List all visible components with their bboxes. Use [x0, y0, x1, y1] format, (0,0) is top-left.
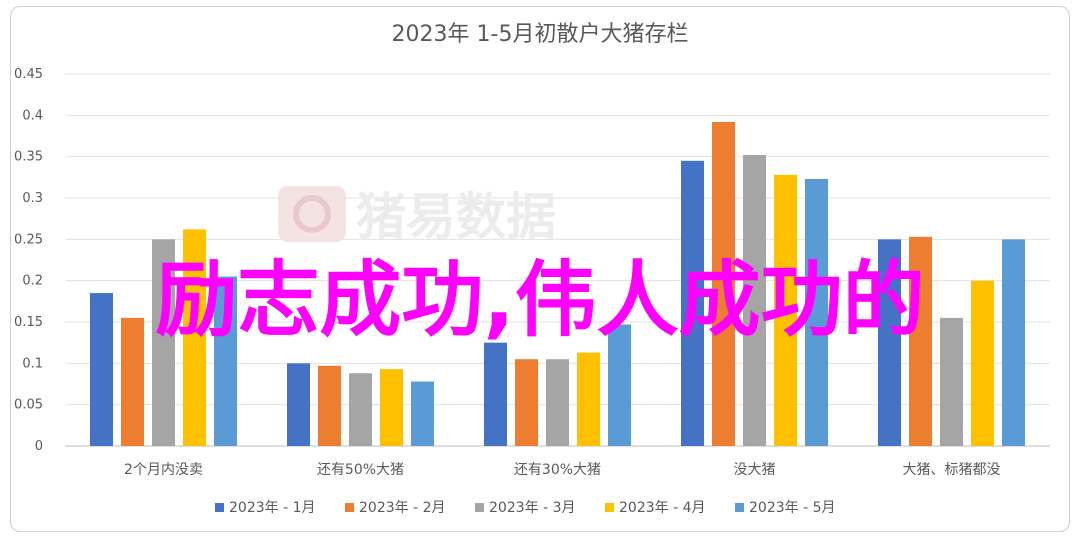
y-axis-ticks: 0 0.05 0.1 0.15 0.2 0.25 0.3 0.35 0.4 0.45 — [14, 67, 43, 454]
bars — [90, 121, 1025, 447]
y-tick-label: 0.3 — [22, 191, 43, 206]
bar — [318, 365, 341, 446]
y-tick-label: 0 — [35, 439, 43, 454]
bar — [152, 239, 175, 446]
y-tick-label: 0.1 — [22, 356, 43, 371]
legend: 2023年 - 1月 2023年 - 2月 2023年 - 3月 2023年 - 4月… — [215, 500, 836, 516]
bar — [940, 317, 963, 446]
x-category-label: 2个月内没卖 — [124, 462, 203, 478]
bar — [681, 160, 704, 447]
bar — [121, 317, 144, 446]
bar — [183, 229, 206, 446]
bar — [90, 293, 113, 446]
bar — [380, 369, 403, 446]
legend-swatch — [215, 503, 224, 512]
y-tick-label: 0.45 — [14, 67, 43, 82]
bar — [971, 280, 994, 446]
x-category-label: 大猪、标猪都没 — [903, 462, 1001, 478]
watermark-text: 猪易数据 — [356, 188, 556, 246]
x-category-label: 还有50%大猪 — [317, 462, 404, 478]
legend-swatch — [345, 503, 354, 512]
bar — [577, 352, 600, 446]
bar — [484, 342, 507, 446]
y-tick-label: 0.05 — [14, 398, 43, 413]
bar — [909, 236, 932, 446]
y-tick-label: 0.2 — [22, 274, 43, 289]
legend-label: 2023年 - 1月 — [229, 500, 316, 516]
bar — [774, 174, 797, 446]
legend-swatch — [605, 503, 614, 512]
bar — [287, 363, 310, 446]
y-tick-label: 0.15 — [14, 315, 43, 330]
watermark-logo-icon — [278, 186, 346, 242]
legend-swatch — [475, 503, 484, 512]
bar — [349, 373, 372, 446]
bar — [515, 359, 538, 446]
legend-label: 2023年 - 2月 — [359, 500, 446, 516]
bar — [878, 239, 901, 446]
legend-label: 2023年 - 5月 — [749, 500, 836, 516]
legend-label: 2023年 - 3月 — [489, 500, 576, 516]
overlay-caption: 励志成功,伟人成功的 — [155, 253, 924, 348]
legend-swatch — [735, 503, 744, 512]
bar — [805, 178, 828, 446]
bar — [411, 381, 434, 446]
y-tick-label: 0.25 — [14, 232, 43, 247]
x-axis-categories: 2个月内没卖 还有50%大猪 还有30%大猪 没大猪 大猪、标猪都没 — [124, 462, 1000, 478]
y-tick-label: 0.4 — [22, 108, 43, 123]
watermark: 猪易数据 — [278, 186, 556, 246]
bar — [743, 155, 766, 446]
x-category-label: 还有30%大猪 — [514, 462, 601, 478]
bar — [214, 276, 237, 446]
y-tick-label: 0.35 — [14, 150, 43, 165]
bar — [546, 359, 569, 446]
bar — [1002, 239, 1025, 446]
bar — [712, 121, 735, 447]
legend-label: 2023年 - 4月 — [619, 500, 706, 516]
chart-title: 2023年 1-5月初散户大猪存栏 — [392, 22, 689, 47]
bar — [608, 324, 631, 446]
x-category-label: 没大猪 — [734, 462, 776, 478]
